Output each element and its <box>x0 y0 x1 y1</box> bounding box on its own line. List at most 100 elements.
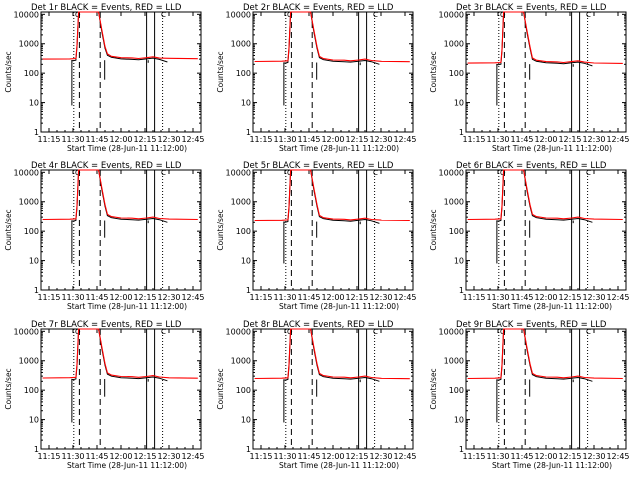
y-tick-label: 100 <box>236 386 251 395</box>
x-tick-label: 12:15 <box>558 452 581 461</box>
x-tick-label: 11:30 <box>61 293 84 302</box>
y-tick-label: 100 <box>24 227 39 236</box>
y-tick-label: 1000 <box>231 198 251 207</box>
chart-panel-3: Det 3r BLACK = Events, RED = LLD 1 10 100 10… <box>429 3 630 153</box>
y-tick-label: 1 <box>34 445 39 454</box>
x-tick-label: 11:15 <box>37 293 60 302</box>
y-tick-label: 10 <box>454 99 464 108</box>
x-tick-label: 11:15 <box>249 135 272 144</box>
orbit-marker-cup: C <box>373 169 378 177</box>
series-events-line <box>496 169 593 223</box>
chart-panel-7: Det 7r BLACK = Events, RED = LLD 1 10 100 10… <box>4 320 205 470</box>
y-axis-label: Counts/sec <box>429 209 438 250</box>
x-tick-label: 12:45 <box>181 452 204 461</box>
y-tick-label: 10000 <box>226 168 251 177</box>
series-events-line <box>71 328 168 382</box>
y-axis-label: Counts/sec <box>216 51 225 92</box>
series-lld-line <box>254 328 410 380</box>
series-lld-line <box>42 11 198 60</box>
series-events-line <box>496 328 593 382</box>
y-tick-label: 10000 <box>226 327 251 336</box>
x-axis-label: Start Time (28-Jun-11 11:12:00) <box>279 461 399 470</box>
plot-frame <box>252 169 414 291</box>
y-axis-label: Counts/sec <box>4 209 13 250</box>
x-tick-label: 12:15 <box>133 135 156 144</box>
chart-title: Det 8r BLACK = Events, RED = LLD <box>243 320 394 330</box>
x-tick-label: 12:00 <box>109 135 132 144</box>
chart-panel-1: Det 1r BLACK = Events, RED = LLD 1 10 100 10… <box>4 3 205 153</box>
x-tick-label: 12:00 <box>534 452 557 461</box>
orbit-marker-cup: C <box>586 11 591 19</box>
chart-panel-6: Det 6r BLACK = Events, RED = LLD 1 10 100 10… <box>429 161 630 311</box>
x-tick-label: 12:00 <box>321 452 344 461</box>
x-tick-label: 11:15 <box>462 452 485 461</box>
y-tick-label: 100 <box>449 69 464 78</box>
x-tick-label: 11:30 <box>273 452 296 461</box>
y-axis-label: Counts/sec <box>429 51 438 92</box>
x-tick-label: 12:00 <box>109 452 132 461</box>
x-tick-label: 12:15 <box>558 293 581 302</box>
series-events-line <box>71 11 168 63</box>
series-events-line <box>283 328 380 382</box>
x-tick-label: 12:45 <box>393 135 416 144</box>
x-tick-label: 11:30 <box>486 135 509 144</box>
series-lld-line <box>467 169 623 221</box>
series-events-line <box>283 11 380 65</box>
y-axis-label: Counts/sec <box>216 368 225 409</box>
series-lld-line <box>467 328 623 380</box>
y-tick-label: 10000 <box>439 327 464 336</box>
x-tick-label: 12:30 <box>582 452 605 461</box>
x-tick-label: 12:15 <box>345 452 368 461</box>
series-events-line <box>496 11 593 67</box>
x-tick-label: 12:15 <box>345 293 368 302</box>
x-tick-label: 11:15 <box>462 135 485 144</box>
x-tick-label: 11:45 <box>85 293 108 302</box>
y-tick-label: 100 <box>449 227 464 236</box>
y-tick-label: 1 <box>246 128 251 137</box>
y-tick-label: 1000 <box>231 357 251 366</box>
chart-title: Det 2r BLACK = Events, RED = LLD <box>243 3 394 13</box>
x-tick-label: 12:30 <box>369 293 392 302</box>
x-axis-label: Start Time (28-Jun-11 11:12:00) <box>492 144 612 153</box>
x-tick-label: 11:45 <box>510 293 533 302</box>
x-tick-label: 11:30 <box>486 452 509 461</box>
y-tick-label: 10 <box>454 416 464 425</box>
x-tick-label: 11:30 <box>61 452 84 461</box>
y-tick-label: 1000 <box>444 40 464 49</box>
y-tick-label: 10000 <box>14 327 39 336</box>
x-tick-label: 12:15 <box>345 135 368 144</box>
chart-title: Det 7r BLACK = Events, RED = LLD <box>31 320 182 330</box>
orbit-marker-cup: C <box>373 11 378 19</box>
x-tick-label: 12:15 <box>133 293 156 302</box>
orbit-marker-cup: C <box>161 328 166 336</box>
x-tick-label: 12:45 <box>181 135 204 144</box>
chart-title: Det 6r BLACK = Events, RED = LLD <box>456 161 607 171</box>
chart-title: Det 1r BLACK = Events, RED = LLD <box>31 3 182 13</box>
x-tick-label: 12:00 <box>321 293 344 302</box>
y-axis-label: Counts/sec <box>4 368 13 409</box>
x-tick-label: 12:00 <box>534 293 557 302</box>
y-tick-label: 10000 <box>439 10 464 19</box>
y-tick-label: 1 <box>459 445 464 454</box>
series-lld-line <box>254 11 410 63</box>
y-tick-label: 10 <box>29 257 39 266</box>
x-tick-label: 12:45 <box>606 452 629 461</box>
chart-title: Det 5r BLACK = Events, RED = LLD <box>243 161 394 171</box>
x-tick-label: 11:45 <box>510 135 533 144</box>
x-tick-label: 12:30 <box>157 293 180 302</box>
y-tick-label: 100 <box>236 69 251 78</box>
x-axis-label: Start Time (28-Jun-11 11:12:00) <box>67 302 187 311</box>
x-tick-label: 12:30 <box>582 135 605 144</box>
orbit-marker-cup: C <box>373 328 378 336</box>
x-axis-label: Start Time (28-Jun-11 11:12:00) <box>279 144 399 153</box>
y-tick-label: 10 <box>29 416 39 425</box>
x-tick-label: 11:45 <box>297 452 320 461</box>
y-tick-label: 1 <box>34 128 39 137</box>
chart-title: Det 4r BLACK = Events, RED = LLD <box>31 161 182 171</box>
y-tick-label: 100 <box>449 386 464 395</box>
chart-title: Det 9r BLACK = Events, RED = LLD <box>456 320 607 330</box>
x-tick-label: 11:15 <box>249 293 272 302</box>
x-tick-label: 12:00 <box>534 135 557 144</box>
series-lld-line <box>254 169 410 222</box>
x-tick-label: 12:45 <box>393 293 416 302</box>
